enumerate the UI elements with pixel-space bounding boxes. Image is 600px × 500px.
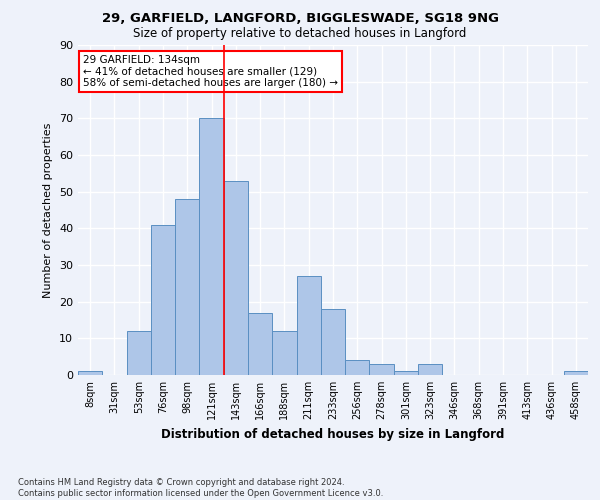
X-axis label: Distribution of detached houses by size in Langford: Distribution of detached houses by size … — [161, 428, 505, 440]
Y-axis label: Number of detached properties: Number of detached properties — [43, 122, 53, 298]
Bar — [224, 180, 248, 375]
Bar — [175, 199, 199, 375]
Bar — [321, 309, 345, 375]
Bar — [78, 372, 102, 375]
Bar — [564, 372, 588, 375]
Bar — [370, 364, 394, 375]
Bar — [248, 312, 272, 375]
Bar — [127, 331, 151, 375]
Bar — [199, 118, 224, 375]
Bar — [418, 364, 442, 375]
Text: Size of property relative to detached houses in Langford: Size of property relative to detached ho… — [133, 28, 467, 40]
Text: Contains HM Land Registry data © Crown copyright and database right 2024.
Contai: Contains HM Land Registry data © Crown c… — [18, 478, 383, 498]
Bar — [296, 276, 321, 375]
Text: 29, GARFIELD, LANGFORD, BIGGLESWADE, SG18 9NG: 29, GARFIELD, LANGFORD, BIGGLESWADE, SG1… — [101, 12, 499, 26]
Bar — [151, 224, 175, 375]
Bar — [272, 331, 296, 375]
Bar — [345, 360, 370, 375]
Text: 29 GARFIELD: 134sqm
← 41% of detached houses are smaller (129)
58% of semi-detac: 29 GARFIELD: 134sqm ← 41% of detached ho… — [83, 55, 338, 88]
Bar — [394, 372, 418, 375]
